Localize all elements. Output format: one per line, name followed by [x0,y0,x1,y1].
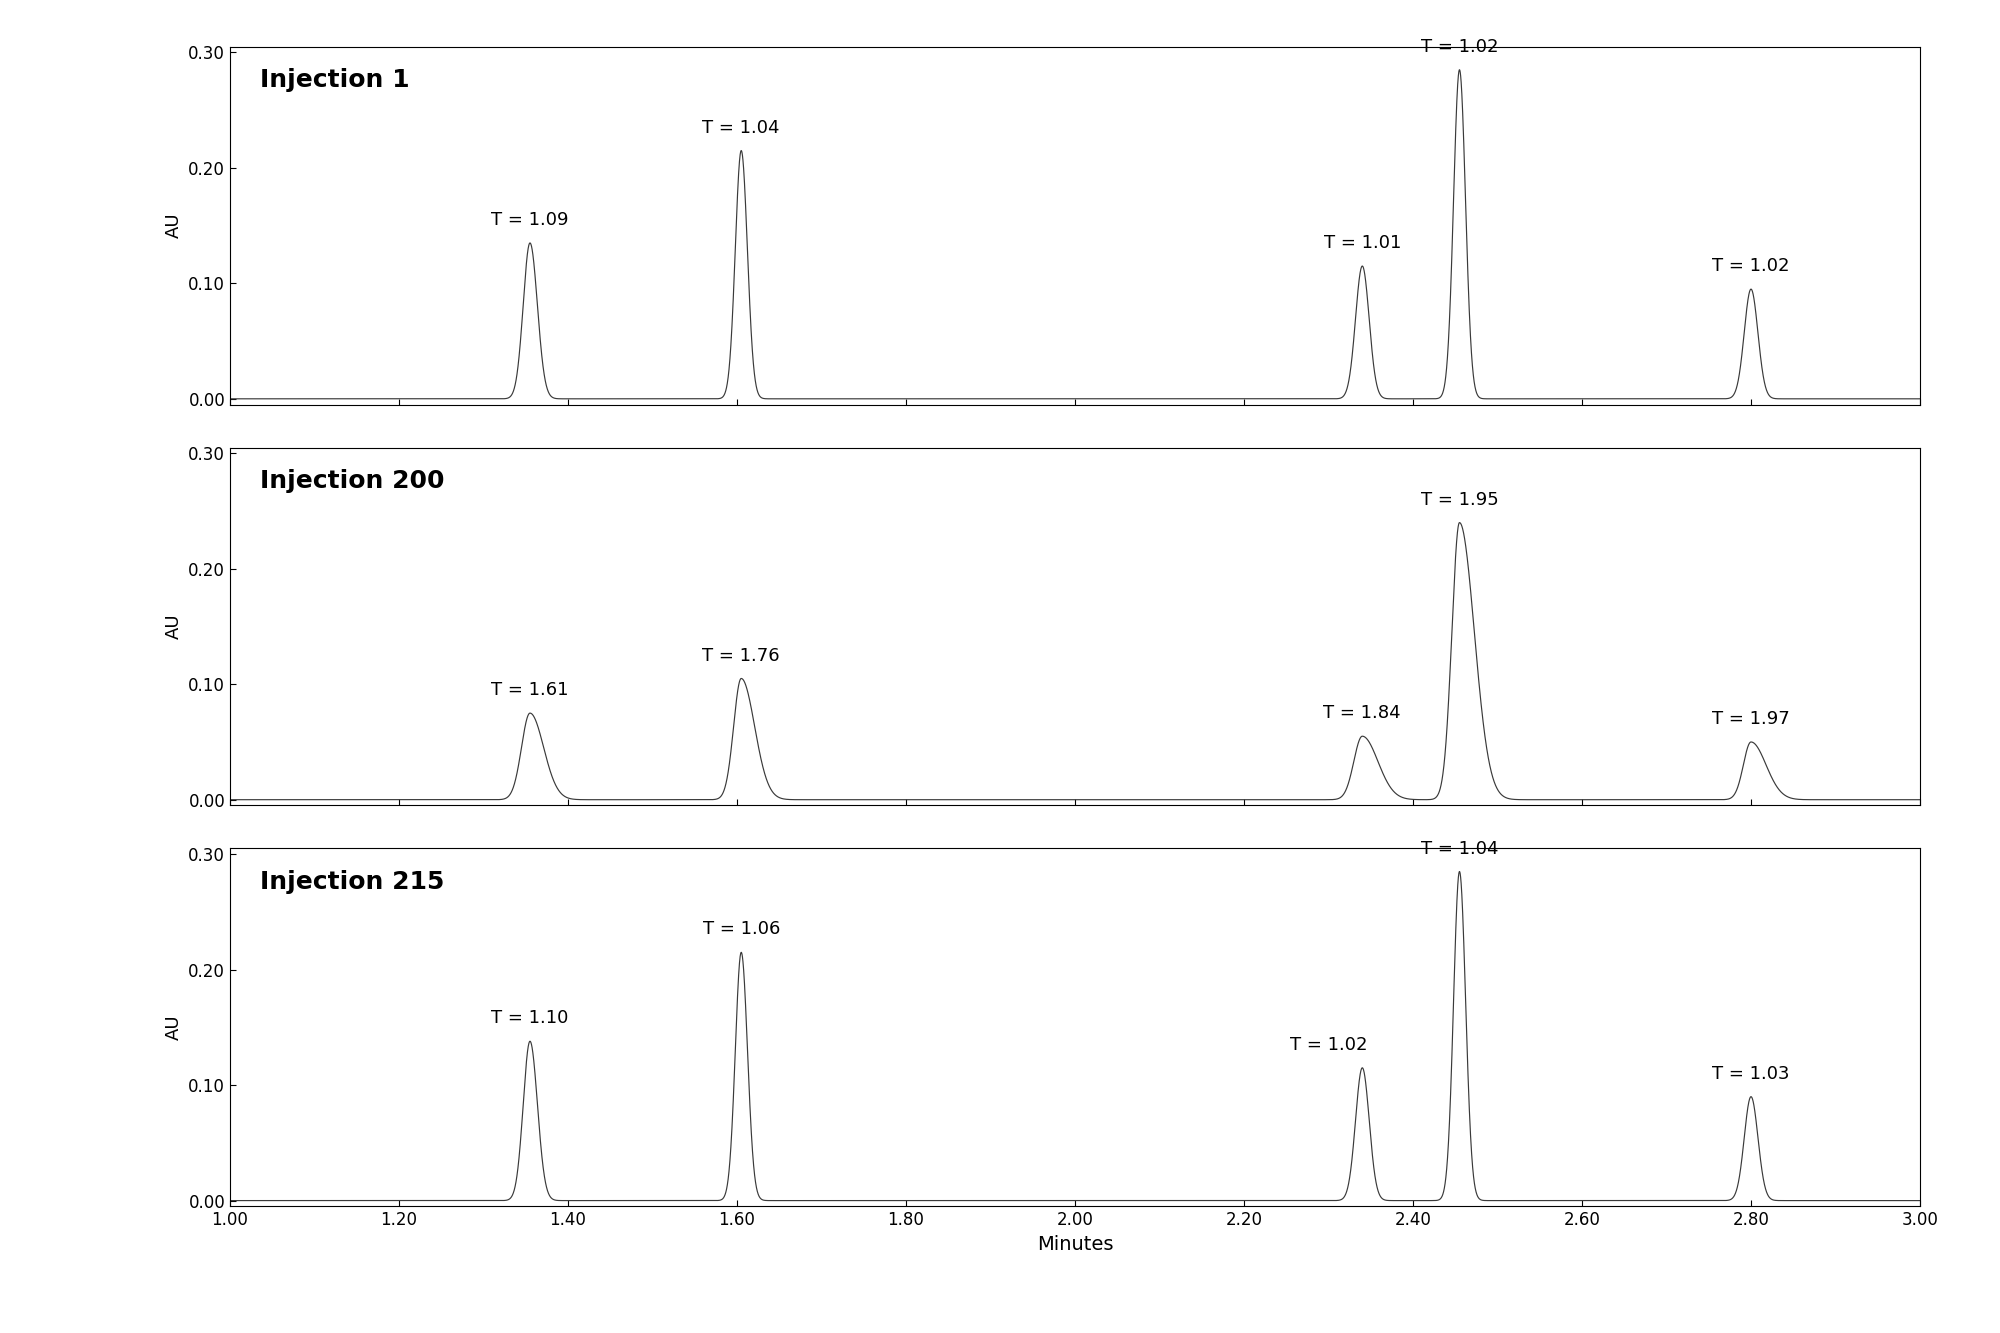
Text: T = 1.06: T = 1.06 [702,921,780,938]
Text: T = 1.97: T = 1.97 [1712,710,1790,728]
Text: T = 1.04: T = 1.04 [702,119,780,137]
Text: Injection 1: Injection 1 [260,68,410,92]
Text: T = 1.03: T = 1.03 [1712,1065,1790,1082]
X-axis label: Minutes: Minutes [1036,1234,1114,1254]
Text: T = 1.10: T = 1.10 [492,1009,568,1028]
Text: T = 1.02: T = 1.02 [1290,1036,1368,1054]
Y-axis label: AU: AU [164,613,182,640]
Text: T = 1.84: T = 1.84 [1324,704,1402,722]
Text: T = 1.04: T = 1.04 [1420,840,1498,857]
Text: T = 1.61: T = 1.61 [492,681,568,700]
Text: Injection 215: Injection 215 [260,870,444,894]
Text: Injection 200: Injection 200 [260,469,444,493]
Y-axis label: AU: AU [164,1014,182,1040]
Text: T = 1.09: T = 1.09 [492,211,568,229]
Y-axis label: AU: AU [164,213,182,239]
Text: T = 1.95: T = 1.95 [1420,491,1498,509]
Text: T = 1.02: T = 1.02 [1712,257,1790,276]
Text: T = 1.02: T = 1.02 [1420,37,1498,56]
Text: T = 1.01: T = 1.01 [1324,235,1400,252]
Text: T = 1.76: T = 1.76 [702,647,780,665]
